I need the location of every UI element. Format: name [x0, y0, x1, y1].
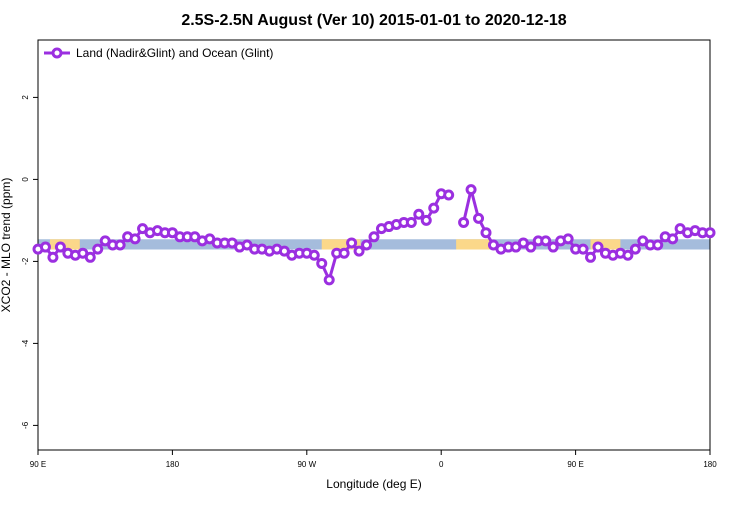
point	[129, 233, 141, 245]
point	[353, 245, 365, 257]
point	[562, 233, 574, 245]
point	[443, 189, 455, 201]
point	[316, 257, 328, 269]
point	[525, 241, 537, 253]
point	[622, 249, 634, 261]
point	[667, 233, 679, 245]
point	[361, 239, 373, 251]
y-axis-label: XCO2 - MLO trend (ppm)	[0, 178, 13, 313]
legend-marker	[51, 47, 63, 59]
legend-label: Land (Nadir&Glint) and Ocean (Glint)	[76, 46, 273, 60]
y-tick-label: 2	[21, 95, 30, 100]
x-tick-label: 180	[166, 460, 180, 469]
point	[465, 184, 477, 196]
y-tick-label: 0	[21, 177, 30, 182]
point	[368, 231, 380, 243]
x-axis-label: Longitude (deg E)	[326, 477, 421, 491]
point	[84, 251, 96, 263]
point	[54, 241, 66, 253]
point	[592, 241, 604, 253]
point	[346, 237, 358, 249]
point	[308, 249, 320, 261]
point	[577, 243, 589, 255]
point	[704, 227, 716, 239]
point	[652, 239, 664, 251]
y-tick-label: -6	[21, 421, 30, 429]
point	[540, 235, 552, 247]
band	[38, 239, 710, 250]
y-tick-label: -4	[21, 339, 30, 347]
band-highlight	[321, 239, 361, 250]
point	[629, 243, 641, 255]
band-highlight	[456, 239, 492, 250]
x-tick-label: 180	[703, 460, 717, 469]
point	[405, 216, 417, 228]
chart-title: 2.5S-2.5N August (Ver 10) 2015-01-01 to …	[181, 12, 566, 29]
x-tick-label: 0	[439, 460, 444, 469]
point	[323, 274, 335, 286]
point	[413, 208, 425, 220]
point	[338, 247, 350, 259]
band-highlight	[590, 239, 621, 250]
point	[47, 251, 59, 263]
point	[547, 241, 559, 253]
y-tick-label: -2	[21, 257, 30, 265]
point	[114, 239, 126, 251]
point	[480, 227, 492, 239]
point	[39, 241, 51, 253]
point	[585, 251, 597, 263]
point	[428, 202, 440, 214]
point	[92, 243, 104, 255]
point	[458, 216, 470, 228]
x-tick-label: 90 W	[297, 460, 316, 469]
x-tick-label: 90 E	[30, 460, 46, 469]
point	[420, 214, 432, 226]
x-tick-label: 90 E	[567, 460, 583, 469]
point	[473, 212, 485, 224]
